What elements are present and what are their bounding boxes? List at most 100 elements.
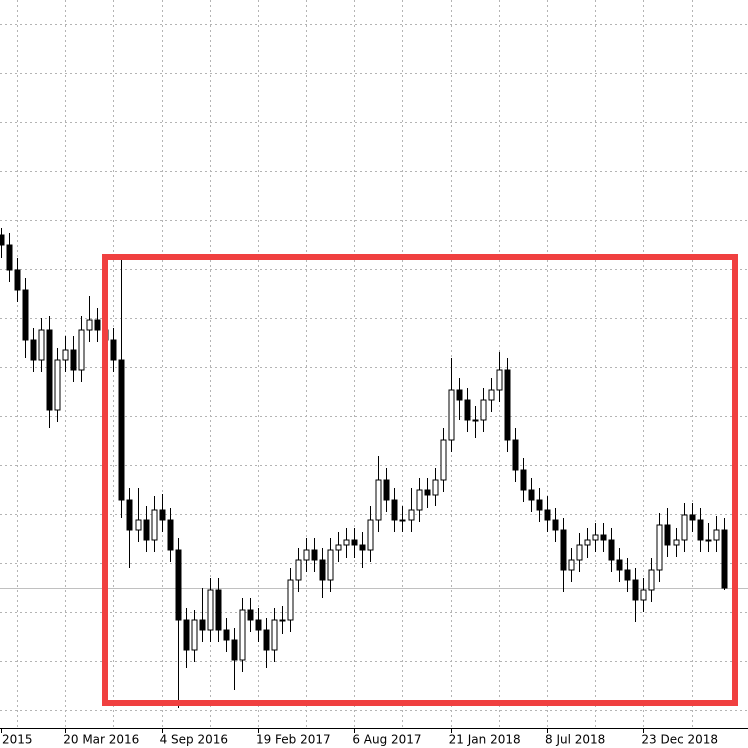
candle-body [664, 524, 671, 546]
candle-body [705, 539, 712, 542]
candle-body [126, 499, 133, 531]
candle-body [295, 559, 302, 581]
candle-body [207, 589, 214, 631]
candle-body [46, 329, 53, 411]
candle-body [648, 569, 655, 591]
candle-body [135, 519, 142, 531]
candle-body [279, 619, 286, 622]
candle-body [616, 559, 623, 571]
candle-body [223, 629, 230, 641]
x-tick-label: 8 Jul 2018 [545, 733, 605, 747]
candle-body [14, 269, 21, 291]
candle-body [632, 579, 639, 601]
candle-body [689, 514, 696, 521]
candle-body [199, 619, 206, 631]
candle-body [528, 489, 535, 501]
candle-body [215, 589, 222, 631]
candles [0, 228, 728, 708]
candle-body [600, 534, 607, 541]
candle-body [608, 539, 615, 561]
candle-body [697, 519, 704, 541]
highlight-box [102, 254, 738, 706]
candle-body [480, 399, 487, 421]
candle-body [263, 629, 270, 651]
candle-body [255, 619, 262, 631]
candle-body [70, 349, 77, 371]
candle-body [167, 519, 174, 551]
candle-body [681, 514, 688, 541]
x-tick-label: 4 Sep 2016 [160, 733, 228, 747]
x-tick-label: 6 Aug 2017 [352, 733, 421, 747]
candle-body [343, 539, 350, 546]
candle-body [512, 439, 519, 471]
candle-body [94, 319, 101, 331]
candle-body [118, 359, 125, 501]
candle-body [456, 389, 463, 401]
candle-body [335, 544, 342, 551]
candle-body [544, 509, 551, 521]
candle-body [520, 469, 527, 491]
candle-body [448, 389, 455, 441]
candle-body [62, 349, 69, 361]
candle-body [584, 539, 591, 546]
candle-body [367, 519, 374, 551]
candle-body [183, 619, 190, 651]
x-tick-label: 21 Jan 2018 [449, 733, 521, 747]
candle-body [713, 529, 720, 541]
candle-body [86, 319, 93, 331]
candle-body [359, 544, 366, 551]
candle-body [287, 579, 294, 621]
candle-body [247, 609, 254, 621]
candle-body [351, 539, 358, 546]
candle-body [440, 439, 447, 481]
candle-body [143, 519, 150, 541]
candle-body [311, 549, 318, 561]
candle-body [0, 234, 5, 246]
candle-body [488, 389, 495, 401]
candle-body [624, 569, 631, 581]
x-tick-label: 2015 [2, 733, 33, 747]
candle-body [78, 329, 85, 371]
candle-body [673, 539, 680, 546]
candle-body [496, 369, 503, 391]
candle-body [327, 549, 334, 581]
candle-body [408, 509, 415, 521]
candle-body [191, 619, 198, 651]
candle-body [239, 609, 246, 661]
candle-body [552, 519, 559, 531]
candle-body [6, 244, 13, 271]
candle-body [271, 619, 278, 651]
candle-body [656, 524, 663, 571]
x-tick-label: 19 Feb 2017 [256, 733, 331, 747]
candle-body [319, 559, 326, 581]
candle-body [375, 479, 382, 521]
candle-body [54, 359, 61, 411]
candle-body [432, 479, 439, 496]
candle-body [110, 339, 117, 361]
candle-body [721, 529, 728, 589]
candle-body [568, 559, 575, 571]
candle-body [175, 549, 182, 621]
x-tick-label: 23 Dec 2018 [641, 733, 718, 747]
candle-body [383, 479, 390, 501]
candle-body [159, 509, 166, 521]
candle-body [472, 419, 479, 422]
candle-body [592, 534, 599, 541]
candle-body [231, 639, 238, 661]
candle-body [151, 509, 158, 541]
candle-body [504, 369, 511, 441]
candle-body [30, 339, 37, 361]
grid [0, 0, 748, 728]
candle-body [424, 489, 431, 496]
candle-body [464, 399, 471, 421]
candle-body [576, 544, 583, 561]
candle-body [399, 519, 406, 522]
candle-body [391, 499, 398, 521]
candle-body [416, 489, 423, 511]
candle-body [38, 329, 45, 361]
candle-body [640, 589, 647, 601]
candle-body [560, 529, 567, 571]
